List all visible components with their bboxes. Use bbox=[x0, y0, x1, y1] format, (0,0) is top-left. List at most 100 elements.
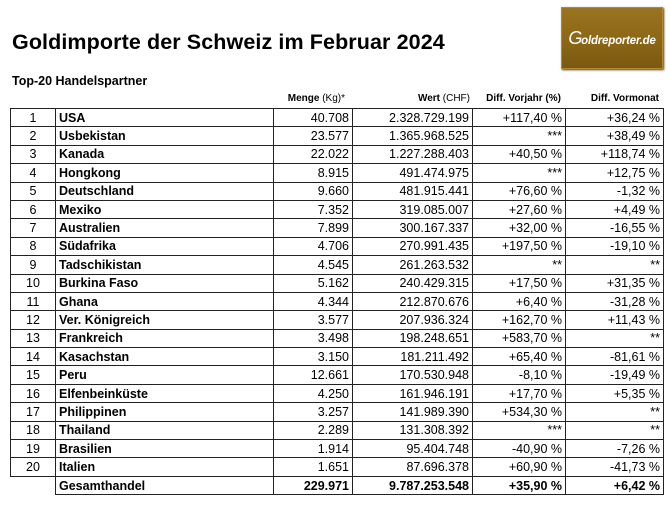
wert-cell: 240.429.315 bbox=[352, 273, 473, 293]
rank-cell: 13 bbox=[10, 328, 56, 349]
table-row: 19 Brasilien 1.914 95.404.748 -40,90 % -7,26 … bbox=[10, 439, 664, 459]
country-cell: Thailand bbox=[55, 420, 274, 441]
wert-cell: 491.474.975 bbox=[352, 163, 473, 183]
rank-cell: 1 bbox=[10, 107, 56, 128]
table-row: 2 Usbekistan 23.577 1.365.968.525 *** +38,49 … bbox=[10, 126, 664, 146]
menge-cell: 3.257 bbox=[273, 402, 353, 422]
menge-cell: 7.352 bbox=[273, 199, 353, 220]
vorjahr-cell: +40,50 % bbox=[472, 144, 566, 165]
vormonat-cell: ** bbox=[565, 328, 664, 349]
header-menge-unit: (Kg)* bbox=[319, 93, 345, 104]
country-cell: Deutschland bbox=[55, 181, 274, 201]
wert-cell: 261.263.532 bbox=[352, 255, 473, 275]
table-row: 3 Kanada 22.022 1.227.288.403 +40,50 % +118,7… bbox=[10, 144, 664, 165]
vorjahr-cell: +117,40 % bbox=[472, 107, 566, 128]
vorjahr-cell: *** bbox=[472, 126, 566, 146]
wert-cell: 319.085.007 bbox=[352, 199, 473, 220]
rank-cell: 6 bbox=[10, 199, 56, 220]
header-vorjahr: Diff. Vorjahr (%) bbox=[486, 93, 561, 104]
rank-cell: 3 bbox=[10, 144, 56, 165]
wert-cell: 95.404.748 bbox=[352, 439, 473, 459]
menge-cell: 2.289 bbox=[273, 420, 353, 441]
vormonat-cell: -19,10 % bbox=[565, 236, 664, 257]
total-row: Gesamthandel 229.971 9.787.253.548 +35,90 %… bbox=[11, 475, 664, 496]
menge-cell: 12.661 bbox=[273, 365, 353, 385]
vorjahr-cell: +534,30 % bbox=[472, 402, 566, 422]
wert-cell: 1.227.288.403 bbox=[352, 144, 473, 165]
table-row: 6 Mexiko 7.352 319.085.007 +27,60 % +4,49 % bbox=[10, 199, 664, 220]
menge-cell: 4.545 bbox=[273, 255, 353, 275]
total-vormonat-cell: +6,42 % bbox=[565, 475, 664, 496]
total-rank-cell bbox=[11, 476, 56, 494]
menge-cell: 3.577 bbox=[273, 310, 353, 330]
table-row: 18 Thailand 2.289 131.308.392 *** ** bbox=[10, 420, 664, 441]
menge-cell: 5.162 bbox=[273, 273, 353, 293]
wert-cell: 161.946.191 bbox=[352, 383, 473, 404]
rank-cell: 7 bbox=[10, 218, 56, 238]
rank-cell: 4 bbox=[10, 163, 56, 183]
vormonat-cell: +5,35 % bbox=[565, 383, 664, 404]
header-vormonat: Diff. Vormonat bbox=[590, 93, 659, 104]
menge-cell: 4.706 bbox=[273, 236, 353, 257]
country-cell: USA bbox=[55, 107, 274, 128]
wert-cell: 198.248.651 bbox=[352, 328, 473, 349]
country-cell: Ver. Königreich bbox=[55, 310, 274, 330]
rank-cell: 10 bbox=[10, 273, 56, 293]
table-row: 13 Frankreich 3.498 198.248.651 +583,70 % ** bbox=[10, 328, 664, 349]
table-row: 5 Deutschland 9.660 481.915.441 +76,60 % -1,3… bbox=[10, 181, 664, 201]
vorjahr-cell: +583,70 % bbox=[472, 328, 566, 349]
menge-cell: 1.914 bbox=[273, 439, 353, 459]
vormonat-cell: -16,55 % bbox=[565, 218, 664, 238]
vormonat-cell: +4,49 % bbox=[565, 199, 664, 220]
country-cell: Südafrika bbox=[55, 236, 274, 257]
rank-cell: 2 bbox=[10, 126, 56, 146]
vorjahr-cell: +6,40 % bbox=[472, 291, 566, 312]
menge-cell: 9.660 bbox=[273, 181, 353, 201]
rank-cell: 11 bbox=[10, 291, 56, 312]
page-title: Goldimporte der Schweiz im Februar 2024 bbox=[12, 30, 445, 54]
menge-cell: 1.651 bbox=[273, 457, 353, 477]
table-row: 4 Hongkong 8.915 491.474.975 *** +12,75 % bbox=[10, 163, 664, 183]
vormonat-cell: -31,28 % bbox=[565, 291, 664, 312]
table-row: 20 Italien 1.651 87.696.378 +60,90 % -41,73 % bbox=[10, 457, 664, 477]
menge-cell: 4.250 bbox=[273, 383, 353, 404]
wert-cell: 170.530.948 bbox=[352, 365, 473, 385]
vormonat-cell: -7,26 % bbox=[565, 439, 664, 459]
goldreporter-logo: Goldreporter.de bbox=[561, 7, 663, 69]
header-wert-label: Wert bbox=[417, 93, 440, 104]
vormonat-cell: -1,32 % bbox=[565, 181, 664, 201]
wert-cell: 212.870.676 bbox=[352, 291, 473, 312]
vorjahr-cell: +17,50 % bbox=[472, 273, 566, 293]
vormonat-cell: -81,61 % bbox=[565, 347, 664, 367]
table-row: 7 Australien 7.899 300.167.337 +32,00 % -16,5… bbox=[10, 218, 664, 238]
vormonat-cell: +12,75 % bbox=[565, 163, 664, 183]
rank-cell: 19 bbox=[10, 439, 56, 459]
header-wert: Wert (CHF) bbox=[370, 93, 470, 104]
rank-cell: 12 bbox=[10, 310, 56, 330]
vorjahr-cell: +60,90 % bbox=[472, 457, 566, 477]
rank-cell: 16 bbox=[10, 383, 56, 404]
country-cell: Australien bbox=[55, 218, 274, 238]
rank-cell: 15 bbox=[10, 365, 56, 385]
header-wert-unit: (CHF) bbox=[440, 93, 470, 104]
menge-cell: 8.915 bbox=[273, 163, 353, 183]
table-row: 1 USA 40.708 2.328.729.199 +117,40 % +36,24 % bbox=[10, 107, 664, 128]
vorjahr-cell: -40,90 % bbox=[472, 439, 566, 459]
table-row: 17 Philippinen 3.257 141.989.390 +534,30 % ** bbox=[10, 402, 664, 422]
menge-cell: 22.022 bbox=[273, 144, 353, 165]
country-cell: Ghana bbox=[55, 291, 274, 312]
menge-cell: 3.498 bbox=[273, 328, 353, 349]
country-cell: Hongkong bbox=[55, 163, 274, 183]
wert-cell: 2.328.729.199 bbox=[352, 107, 473, 128]
menge-cell: 7.899 bbox=[273, 218, 353, 238]
wert-cell: 481.915.441 bbox=[352, 181, 473, 201]
rank-cell: 5 bbox=[10, 181, 56, 201]
table-row: 11 Ghana 4.344 212.870.676 +6,40 % -31,28 % bbox=[10, 291, 664, 312]
vorjahr-cell: +162,70 % bbox=[472, 310, 566, 330]
rank-cell: 8 bbox=[10, 236, 56, 257]
country-cell: Elfenbeinküste bbox=[55, 383, 274, 404]
vorjahr-cell: +17,70 % bbox=[472, 383, 566, 404]
country-cell: Kasachstan bbox=[55, 347, 274, 367]
country-cell: Frankreich bbox=[55, 328, 274, 349]
country-cell: Kanada bbox=[55, 144, 274, 165]
